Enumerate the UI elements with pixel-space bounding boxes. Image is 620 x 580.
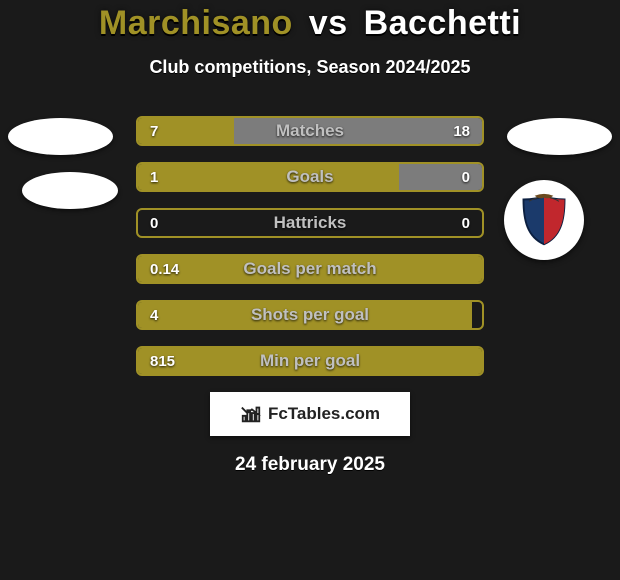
stat-row: Shots per goal4 (136, 300, 484, 330)
brand-text: FcTables.com (268, 404, 380, 424)
bar-fill-left (138, 348, 482, 374)
bar-fill-left (138, 164, 399, 190)
player1-name: Marchisano (99, 4, 293, 42)
stat-value-right: 0 (462, 210, 470, 236)
club-shield-icon (516, 192, 572, 248)
player2-name: Bacchetti (364, 4, 522, 42)
bar-fill-left (138, 302, 472, 328)
vs-text: vs (309, 4, 348, 42)
stat-label: Hattricks (138, 210, 482, 236)
stat-row: Goals10 (136, 162, 484, 192)
bar-fill-right (234, 118, 482, 144)
player2-club-badge (504, 180, 584, 260)
bar-fill-left (138, 118, 234, 144)
brand-box[interactable]: FcTables.com (210, 392, 410, 436)
page-title: Marchisano vs Bacchetti (0, 4, 620, 43)
stat-row: Hattricks0 0 (136, 208, 484, 238)
brand-chart-icon (240, 403, 262, 425)
bar-fill-left (138, 256, 482, 282)
stat-value-left: 0 (150, 210, 158, 236)
player1-club-placeholder (22, 172, 118, 209)
stat-row: Min per goal815 (136, 346, 484, 376)
subtitle: Club competitions, Season 2024/2025 (0, 57, 620, 78)
stat-row: Goals per match0.14 (136, 254, 484, 284)
comparison-card: Marchisano vs Bacchetti Club competition… (0, 0, 620, 580)
player1-photo-placeholder (8, 118, 113, 155)
player2-photo-placeholder (507, 118, 612, 155)
bar-fill-right (399, 164, 482, 190)
stats-bars: Matches718 Goals10 Hattricks0 0 Goals per ma… (136, 116, 484, 376)
stat-row: Matches718 (136, 116, 484, 146)
date-text: 24 february 2025 (0, 454, 620, 476)
